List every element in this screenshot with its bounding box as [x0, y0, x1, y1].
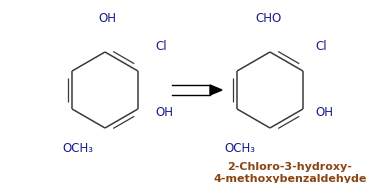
Text: 2-Chloro-3-hydroxy-: 2-Chloro-3-hydroxy- — [227, 162, 353, 172]
Text: OCH₃: OCH₃ — [63, 141, 93, 154]
Text: CHO: CHO — [255, 12, 281, 25]
Text: Cl: Cl — [315, 40, 327, 53]
Polygon shape — [210, 85, 222, 95]
Text: OCH₃: OCH₃ — [224, 141, 255, 154]
Text: Cl: Cl — [155, 40, 167, 53]
Text: OH: OH — [98, 12, 116, 25]
Text: OH: OH — [315, 106, 333, 119]
Text: OH: OH — [155, 106, 173, 119]
Text: 4-methoxybenzaldehyde: 4-methoxybenzaldehyde — [213, 174, 367, 183]
